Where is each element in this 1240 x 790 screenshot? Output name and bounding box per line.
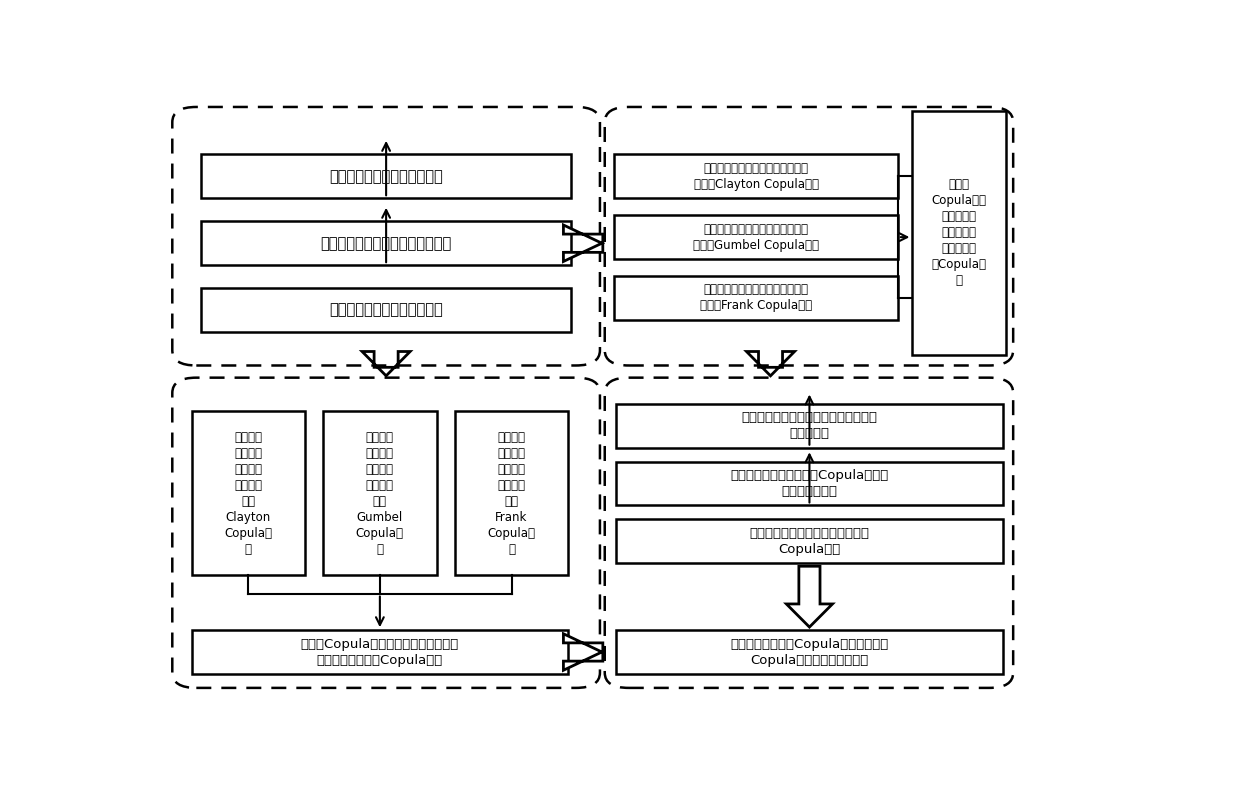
FancyBboxPatch shape	[324, 411, 436, 575]
Text: 计算各站点月径流的边际分布: 计算各站点月径流的边际分布	[330, 303, 443, 318]
Polygon shape	[786, 566, 832, 627]
Text: 计算各站
点相邻两
月径流联
合分布的
二元
Frank
Copula参
数: 计算各站 点相邻两 月径流联 合分布的 二元 Frank Copula参 数	[487, 431, 536, 555]
Polygon shape	[746, 352, 795, 376]
FancyBboxPatch shape	[614, 276, 898, 320]
Text: 构造多站点联合分布最佳Copula参数与
位移的关系函数: 构造多站点联合分布最佳Copula参数与 位移的关系函数	[730, 469, 889, 498]
FancyBboxPatch shape	[455, 411, 568, 575]
FancyBboxPatch shape	[616, 404, 1003, 448]
Text: 逐层计算多站点月径流联合分布的
非对称Gumbel Copula参数: 逐层计算多站点月径流联合分布的 非对称Gumbel Copula参数	[693, 223, 820, 252]
Polygon shape	[362, 352, 410, 376]
Polygon shape	[563, 634, 603, 670]
Text: 选择各站点月径流的边际分布: 选择各站点月径流的边际分布	[330, 169, 443, 184]
FancyBboxPatch shape	[614, 215, 898, 259]
Text: 用三种
Copula生成
模拟月径流
并做拟合度
检验选出最
佳Copula类
型: 用三种 Copula生成 模拟月径流 并做拟合度 检验选出最 佳Copula类 …	[931, 179, 987, 288]
Text: 计算各站点月径流的边际分布参数: 计算各站点月径流的边际分布参数	[320, 235, 451, 250]
FancyBboxPatch shape	[201, 154, 572, 198]
FancyBboxPatch shape	[616, 519, 1003, 563]
Text: 逐层计算多站点月径流联合分布的
非对称Clayton Copula参数: 逐层计算多站点月径流联合分布的 非对称Clayton Copula参数	[693, 162, 818, 191]
FancyBboxPatch shape	[201, 221, 572, 265]
FancyBboxPatch shape	[616, 461, 1003, 506]
FancyBboxPatch shape	[616, 630, 1003, 674]
Text: 逐层计算多站点月径流联合分布的
非对称Frank Copula参数: 逐层计算多站点月径流联合分布的 非对称Frank Copula参数	[701, 284, 812, 313]
Text: 计算各站
点相邻两
月径流联
合分布的
二元
Gumbel
Copula参
数: 计算各站 点相邻两 月径流联 合分布的 二元 Gumbel Copula参 数	[356, 431, 404, 555]
Text: 采用时间序列最佳Copula以及空间最佳
Copula模拟二维月径流矩阵: 采用时间序列最佳Copula以及空间最佳 Copula模拟二维月径流矩阵	[730, 638, 889, 667]
FancyBboxPatch shape	[191, 630, 568, 674]
FancyBboxPatch shape	[201, 288, 572, 332]
Text: 计算各站
点相邻两
月径流联
合分布的
二元
Clayton
Copula参
数: 计算各站 点相邻两 月径流联 合分布的 二元 Clayton Copula参 数	[224, 431, 273, 555]
Text: 交叉检验法求得人工神经网络隐含层神
经元的数目: 交叉检验法求得人工神经网络隐含层神 经元的数目	[742, 412, 878, 440]
FancyBboxPatch shape	[913, 111, 1007, 355]
Text: 用三种Copula生成模拟序列，并做拟合
度检验，选出最佳Copula类型: 用三种Copula生成模拟序列，并做拟合 度检验，选出最佳Copula类型	[301, 638, 459, 667]
FancyBboxPatch shape	[614, 154, 898, 198]
FancyBboxPatch shape	[191, 411, 305, 575]
Text: 计算沿河各位移点联合分布的最佳
Copula参数: 计算沿河各位移点联合分布的最佳 Copula参数	[749, 527, 869, 556]
Polygon shape	[563, 225, 603, 261]
